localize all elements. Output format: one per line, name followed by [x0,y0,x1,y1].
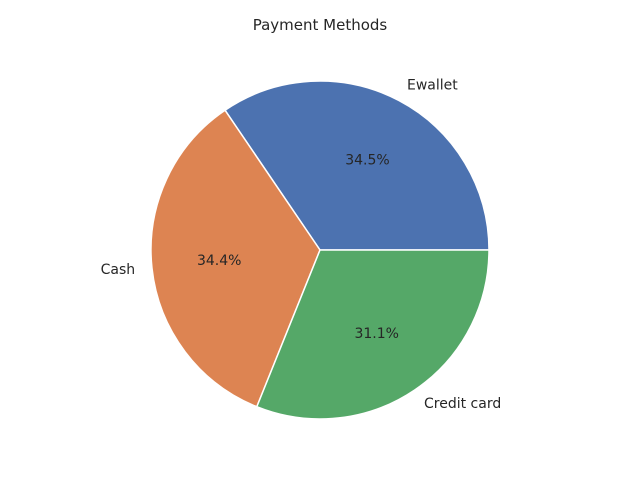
pie-slices [150,80,490,420]
pct-label-cash: 34.4% [197,253,241,269]
pie-slice-cash [150,109,321,408]
slice-label-cash: Cash [101,262,136,278]
slice-label-ewallet: Ewallet [407,78,458,94]
pct-label-ewallet: 34.5% [345,152,389,168]
pie-labels: Ewallet 34.5% Cash 34.4% Credit card 31.1% [101,78,502,412]
slice-label-credit-card: Credit card [424,396,501,412]
pie-slice-ewallet [224,80,490,251]
chart-title: Payment Methods [253,16,388,34]
pie-slice-credit-card [256,249,490,420]
pct-label-credit-card: 31.1% [354,326,398,342]
